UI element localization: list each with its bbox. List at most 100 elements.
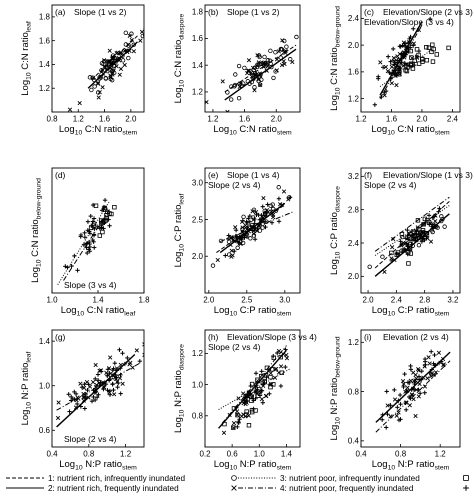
data-point-group-2	[391, 55, 396, 61]
x-tick-label: 2.8	[419, 296, 431, 305]
data-point-group-4	[82, 406, 87, 411]
y-axis-label: Log10 C:P ratioleaf	[173, 193, 186, 267]
data-point-group-4	[233, 228, 239, 233]
fit-line-group-4	[220, 211, 293, 242]
points	[210, 185, 293, 268]
data-point-group-4	[403, 236, 408, 241]
panel-annotation: Elevation/Slope (2 vs 3)	[383, 7, 473, 17]
data-point-group-4	[257, 217, 262, 222]
data-point-group-1	[246, 224, 252, 229]
data-point-group-3	[408, 251, 413, 256]
y-axis-label: Log10 C:P ratiodiaspore	[329, 186, 342, 275]
fit-line-group-4	[221, 345, 287, 424]
data-point-group-3	[250, 409, 255, 415]
legend-label: 4: nutrient poor, frequently inundated	[280, 484, 414, 493]
panel-annotation: Slope (1 vs 4)	[227, 170, 280, 180]
data-point-group-2	[96, 381, 102, 386]
points	[67, 27, 144, 112]
data-point-group-2	[87, 384, 93, 389]
legend-symbol	[463, 485, 469, 491]
data-point-group-4	[75, 268, 80, 273]
data-point-group-2	[255, 228, 260, 234]
data-point-group-4	[117, 347, 122, 352]
data-point-group-3	[278, 354, 283, 360]
data-point-group-1	[111, 70, 117, 76]
fit-line-group-3	[379, 48, 434, 87]
data-point-group-3	[279, 370, 284, 375]
data-point-group-3	[103, 207, 108, 212]
data-point-group-2	[409, 392, 415, 397]
data-point-group-4	[92, 245, 97, 250]
data-point-group-4	[88, 213, 93, 219]
data-point-group-2	[220, 79, 225, 84]
x-tick-label: 1.2	[73, 115, 85, 124]
points	[205, 34, 299, 112]
data-point-group-3	[97, 233, 102, 238]
data-point-group-3	[246, 423, 252, 428]
data-point-group-2	[245, 68, 251, 73]
legend-label: 3: nutrient poor, infrequently inundated	[280, 474, 420, 483]
data-point-group-2	[286, 197, 291, 202]
data-point-group-2	[246, 58, 252, 63]
data-point-group-4	[92, 397, 98, 403]
data-point-group-1	[380, 254, 385, 259]
data-point-group-4	[269, 220, 275, 225]
data-point-group-1	[288, 57, 293, 62]
panel-tag: (h)	[208, 332, 219, 342]
data-point-group-2	[411, 41, 417, 46]
x-tick-label: 2.4	[447, 115, 459, 124]
data-point-group-4	[403, 241, 409, 246]
x-tick-label: 2.5	[241, 296, 253, 305]
data-point-group-4	[391, 46, 396, 52]
y-tick-label: 1.0	[39, 382, 51, 391]
data-point-group-2	[142, 342, 144, 347]
data-point-group-2	[259, 397, 265, 402]
data-point-group-1	[268, 203, 273, 208]
x-tick-label: 2.0	[203, 296, 215, 305]
x-tick-label: 1.0	[254, 450, 266, 459]
data-point-group-4	[75, 401, 80, 407]
data-point-group-2	[278, 364, 284, 369]
data-point-group-3	[271, 382, 276, 387]
data-point-group-4	[260, 204, 265, 209]
data-point-group-2	[231, 420, 237, 426]
data-point-group-1	[236, 63, 242, 69]
data-point-group-1	[210, 263, 216, 268]
data-point-group-1	[96, 90, 101, 95]
data-point-group-4	[96, 392, 101, 397]
data-point-group-2	[281, 189, 287, 194]
data-point-group-2	[433, 219, 438, 224]
data-point-group-4	[384, 425, 389, 430]
data-point-group-4	[91, 394, 96, 400]
data-point-group-4	[417, 391, 423, 396]
data-point-group-1	[89, 87, 94, 93]
data-point-group-4	[427, 222, 432, 227]
legend-item-4: 4: nutrient poor, frequently inundated	[238, 484, 469, 493]
data-point-group-2	[268, 371, 273, 376]
data-point-group-2	[254, 391, 260, 396]
y-tick-label: 2.0	[348, 41, 360, 50]
data-point-group-3	[446, 45, 451, 51]
x-tick-label: 1.2	[120, 450, 132, 459]
data-point-group-4	[69, 394, 74, 400]
y-tick-label: 1.6	[192, 34, 204, 43]
data-point-group-2	[117, 72, 122, 77]
data-point-group-4	[91, 232, 97, 237]
data-point-group-1	[442, 224, 447, 229]
y-tick-label: 1.4	[39, 337, 51, 346]
data-point-group-2	[108, 355, 113, 360]
data-point-group-4	[236, 419, 241, 425]
data-point-group-4	[235, 424, 240, 430]
data-point-group-2	[101, 384, 106, 389]
x-tick-label: 0.4	[46, 450, 58, 459]
data-point-group-4	[91, 216, 97, 221]
data-point-group-1	[416, 242, 422, 248]
data-point-group-4	[101, 387, 106, 392]
x-tick-label: 0.2	[199, 450, 211, 459]
panel-tag: (d)	[55, 170, 66, 180]
data-point-group-4	[376, 76, 381, 81]
data-point-group-1	[284, 44, 289, 49]
y-axis-label: Log10 C:N ratioleaf	[20, 21, 33, 96]
